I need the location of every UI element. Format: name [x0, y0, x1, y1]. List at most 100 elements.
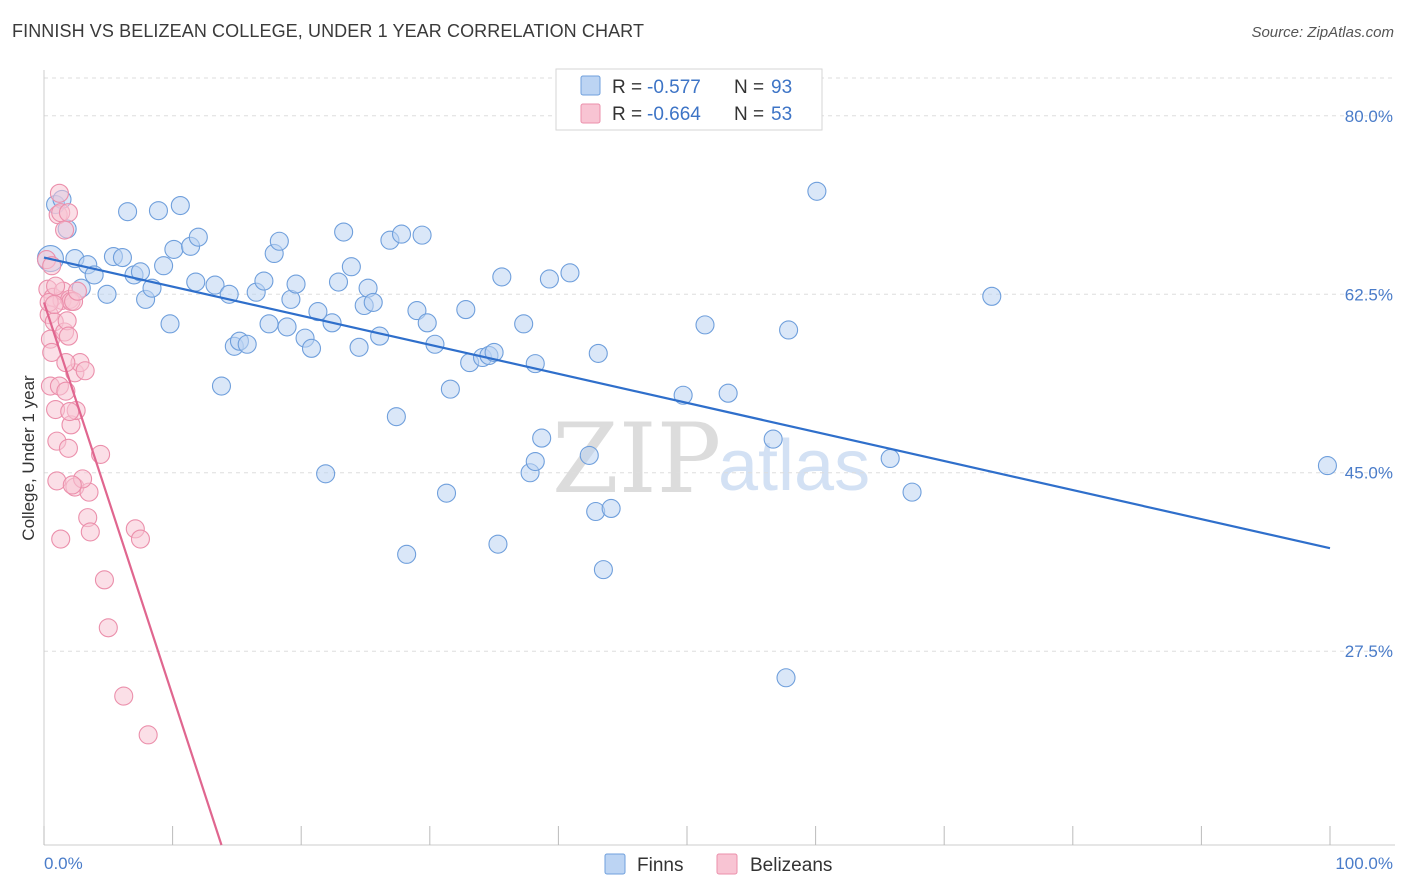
- finns-point-78: [593, 560, 613, 580]
- belizeans-point-40: [114, 686, 134, 706]
- x-tick-label-max: 100.0%: [1335, 854, 1393, 873]
- finns-point-18: [160, 314, 180, 334]
- finns-point-19: [164, 239, 184, 259]
- y-tick-label-27.5: 27.5%: [1345, 642, 1393, 661]
- y-tick-label-62.5: 62.5%: [1345, 285, 1393, 304]
- finns-point-29: [237, 334, 257, 354]
- belizeans-point-38: [94, 570, 114, 590]
- finns-point-67: [492, 267, 512, 287]
- finns-point-84: [776, 668, 796, 688]
- finns-point-53: [391, 224, 412, 244]
- finns-point-34: [269, 231, 289, 251]
- finns-point-16: [148, 201, 169, 221]
- belizeans-point-51: [130, 529, 150, 549]
- bottom-legend-belizeans-swatch: [716, 853, 738, 875]
- finns-point-40: [308, 302, 328, 322]
- finns-point-66: [488, 534, 508, 554]
- x-tick-label-min: 0.0%: [44, 854, 83, 873]
- finns-point-76: [588, 343, 608, 363]
- belizeans-point-48: [60, 402, 80, 422]
- finns-point-85: [779, 320, 799, 340]
- top-legend: R = -0.577 N = 93 R = -0.664 N = 53: [555, 68, 823, 131]
- finns-point-55: [407, 301, 427, 321]
- belizeans-point-47: [56, 381, 76, 401]
- finns-point-89: [982, 286, 1002, 306]
- finns-point-61: [456, 300, 476, 320]
- finns-point-83: [763, 429, 783, 449]
- finns-point-82: [718, 383, 738, 403]
- legend-finns-n-label: N =: [734, 77, 764, 98]
- finns-point-77: [586, 501, 606, 522]
- finns-point-25: [211, 376, 232, 396]
- watermark-zip: ZIP: [552, 403, 721, 515]
- finns-point-81: [695, 315, 715, 335]
- grid-lines: [44, 77, 1395, 652]
- finns-point-73: [539, 269, 559, 289]
- legend-belizeans-n-value: 53: [771, 104, 792, 125]
- finns-point-70: [525, 451, 545, 472]
- trend-lines: [42, 256, 1331, 846]
- finns-point-45: [341, 257, 361, 277]
- finns-point-20: [170, 195, 190, 216]
- y-axis-label: College, Under 1 year: [19, 375, 38, 541]
- belizeans-point-17: [51, 529, 71, 549]
- finns-point-46: [349, 337, 369, 357]
- finns-point-54: [397, 544, 417, 564]
- belizeans-point-49: [46, 276, 66, 296]
- belizeans-point-42: [49, 183, 69, 203]
- finns-point-57: [417, 313, 437, 333]
- finns-point-60: [436, 483, 457, 503]
- finns-point-71: [532, 428, 552, 448]
- belizeans-point-29: [67, 281, 87, 301]
- belizeans-point-43: [58, 203, 78, 223]
- finns-point-59: [440, 379, 460, 399]
- legend-finns-swatch: [580, 75, 601, 96]
- legend-finns-r-value: -0.577: [647, 77, 701, 98]
- belizeans-series: [37, 183, 158, 745]
- belizeans-point-50: [62, 475, 82, 495]
- finns-point-39: [301, 338, 322, 358]
- finns-point-32: [259, 314, 279, 334]
- belizeans-point-31: [75, 361, 95, 381]
- belizeans-point-39: [98, 618, 118, 638]
- finns-point-49: [363, 292, 383, 312]
- finns-point-87: [880, 448, 900, 469]
- bottom-legend-belizeans-label: Belizeans: [750, 855, 832, 876]
- belizeans-point-20: [58, 326, 78, 346]
- finns-point-24: [205, 275, 225, 295]
- finns-point-52: [386, 407, 406, 427]
- finns-point-44: [334, 222, 354, 242]
- finns-point-31: [254, 271, 274, 291]
- finns-point-80: [673, 385, 693, 405]
- belizeans-point-52: [138, 725, 158, 745]
- finns-point-8: [97, 284, 117, 304]
- belizeans-point-24: [58, 438, 78, 458]
- finns-point-65: [484, 342, 504, 362]
- chart-title: FINNISH VS BELIZEAN COLLEGE, UNDER 1 YEA…: [12, 21, 645, 41]
- belizeans-point-18: [55, 220, 75, 240]
- finns-point-22: [188, 227, 208, 247]
- finns-point-11: [118, 202, 138, 222]
- belizeans-trend-line: [42, 302, 223, 846]
- belizeans-point-34: [80, 522, 100, 542]
- legend-belizeans-n-label: N =: [734, 104, 764, 125]
- finns-trend-line: [43, 256, 1331, 550]
- finns-point-74: [560, 263, 580, 283]
- finns-point-90: [1317, 456, 1337, 476]
- belizeans-point-46: [44, 294, 64, 315]
- finns-point-86: [807, 181, 827, 201]
- finns-point-35: [277, 317, 297, 337]
- finns-point-10: [112, 248, 132, 268]
- source-credit: Source: ZipAtlas.com: [1251, 24, 1394, 41]
- bottom-legend-finns-swatch: [604, 853, 626, 875]
- legend-belizeans-swatch: [580, 103, 601, 124]
- bottom-legend: Finns Belizeans: [604, 853, 832, 876]
- finns-point-68: [514, 314, 534, 334]
- legend-finns-r-label: R =: [612, 77, 642, 98]
- finns-point-75: [579, 445, 599, 465]
- legend-belizeans-r-value: -0.664: [647, 104, 701, 125]
- finns-point-43: [328, 272, 349, 292]
- y-tick-label-80: 80.0%: [1345, 107, 1393, 126]
- finns-point-79: [601, 498, 621, 518]
